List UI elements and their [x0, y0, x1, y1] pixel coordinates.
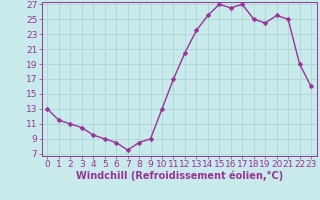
X-axis label: Windchill (Refroidissement éolien,°C): Windchill (Refroidissement éolien,°C)	[76, 171, 283, 181]
